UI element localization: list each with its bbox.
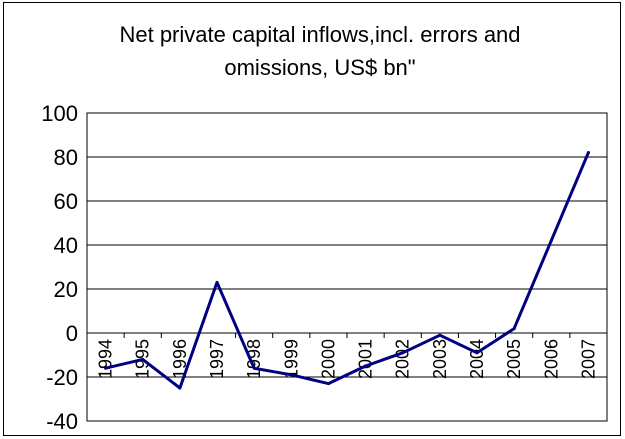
data-point [252,366,256,370]
chart-frame [3,2,621,436]
data-point [401,351,405,355]
chart-title-line-2: omissions, US$ bn" [224,55,416,80]
x-tick-label: 2002 [393,339,413,379]
y-tick-label: 100 [41,101,78,126]
y-tick-label: 80 [54,145,78,170]
x-tick-label: 1994 [96,339,116,379]
data-point [141,357,145,361]
x-tick-label: 2005 [504,339,524,379]
data-point [289,373,293,377]
data-point [586,151,590,155]
x-tick-label: 2001 [356,339,376,379]
data-point [364,364,368,368]
data-point [549,239,553,243]
y-tick-label: 60 [54,189,78,214]
y-tick-label: 40 [54,233,78,258]
data-point [438,333,442,337]
y-tick-label: -40 [46,409,78,434]
data-point [512,327,516,331]
y-tick-label: 20 [54,277,78,302]
x-tick-label: 1996 [170,339,190,379]
data-point [215,280,219,284]
x-tick-label: 2004 [467,339,487,379]
y-tick-label: -20 [46,365,78,390]
chart-title: Net private capital inflows,incl. errors… [50,18,590,84]
x-tick-label: 1997 [207,339,227,379]
data-point [178,386,182,390]
data-point [475,351,479,355]
data-point [326,382,330,386]
x-tick-label: 2003 [430,339,450,379]
data-point [104,366,108,370]
x-tick-label: 2000 [318,339,338,379]
x-tick-label: 1999 [281,339,301,379]
series-line [104,151,590,390]
x-tick-label: 1998 [244,339,264,379]
x-tick-label: 2006 [541,339,561,379]
x-axis-tick-labels: 1994 1995 1996 1997 1998 1999 2000 2001 2002 2003… [96,339,599,379]
y-axis-tick-labels: 100 80 60 40 20 0 -20 -40 [41,101,78,434]
y-tick-label: 0 [66,321,78,346]
x-tick-label: 2007 [578,339,598,379]
chart-title-line-1: Net private capital inflows,incl. errors… [119,22,521,47]
series-layer [104,151,590,390]
plot-area-border [86,112,608,422]
